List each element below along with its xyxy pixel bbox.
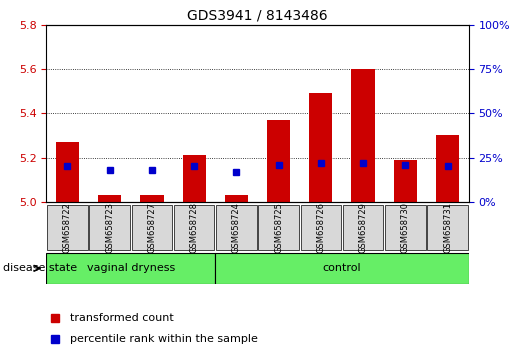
- Text: GSM658727: GSM658727: [147, 202, 157, 253]
- Bar: [259, 205, 299, 250]
- Bar: [343, 205, 383, 250]
- Bar: [225, 195, 248, 202]
- Text: GSM658731: GSM658731: [443, 202, 452, 253]
- Bar: [90, 205, 130, 250]
- Text: disease state: disease state: [3, 263, 77, 273]
- Bar: [436, 136, 459, 202]
- Text: transformed count: transformed count: [70, 313, 174, 323]
- Text: GDS3941 / 8143486: GDS3941 / 8143486: [187, 9, 328, 23]
- Text: percentile rank within the sample: percentile rank within the sample: [70, 334, 258, 344]
- Bar: [216, 205, 256, 250]
- Bar: [309, 93, 333, 202]
- Text: vaginal dryness: vaginal dryness: [87, 263, 175, 273]
- Bar: [301, 205, 341, 250]
- Bar: [385, 205, 425, 250]
- Text: GSM658723: GSM658723: [105, 202, 114, 253]
- Text: GSM658725: GSM658725: [274, 202, 283, 253]
- Text: GSM658722: GSM658722: [63, 202, 72, 253]
- Bar: [267, 120, 290, 202]
- Bar: [132, 205, 172, 250]
- Bar: [56, 142, 79, 202]
- Bar: [140, 195, 164, 202]
- Bar: [174, 205, 214, 250]
- Text: GSM658726: GSM658726: [316, 202, 325, 253]
- Bar: [46, 253, 215, 284]
- Bar: [351, 69, 375, 202]
- Text: GSM658724: GSM658724: [232, 202, 241, 253]
- Text: GSM658730: GSM658730: [401, 202, 410, 253]
- Text: GSM658729: GSM658729: [358, 202, 368, 253]
- Bar: [98, 195, 122, 202]
- Bar: [427, 205, 468, 250]
- Bar: [393, 160, 417, 202]
- Text: GSM658728: GSM658728: [190, 202, 199, 253]
- Bar: [47, 205, 88, 250]
- Text: control: control: [322, 263, 362, 273]
- Bar: [182, 155, 206, 202]
- Bar: [215, 253, 469, 284]
